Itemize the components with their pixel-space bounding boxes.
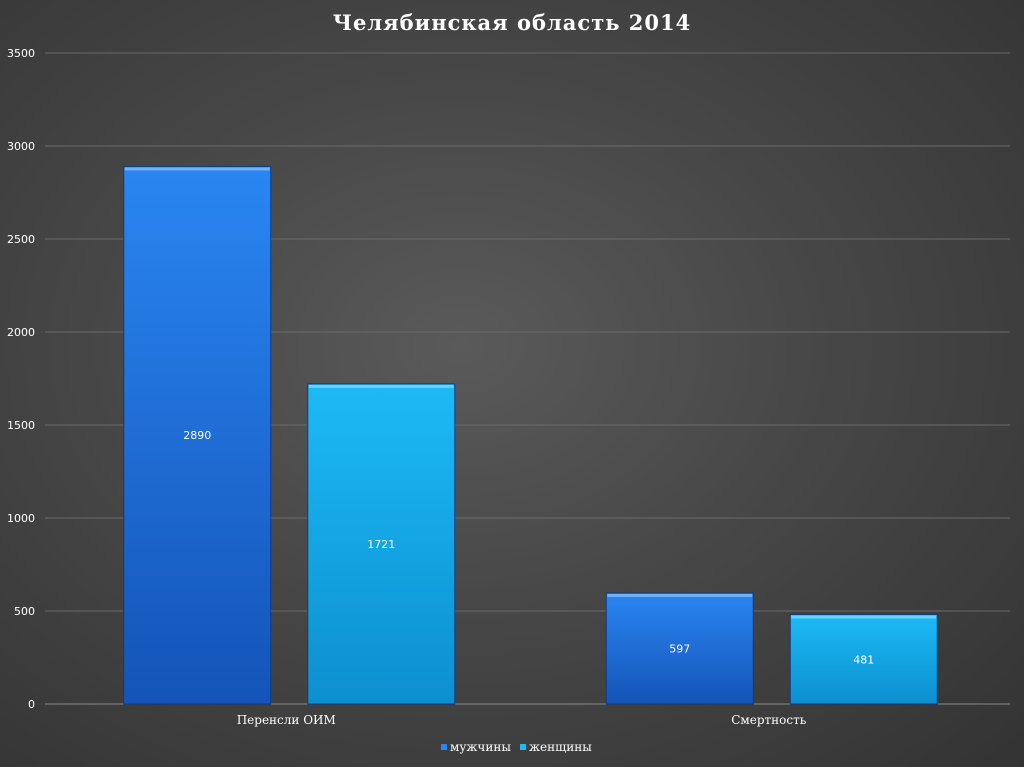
legend-label: женщины (529, 740, 592, 754)
chart-title: Челябинская область 2014 (333, 10, 691, 35)
y-tick-label: 3000 (7, 140, 35, 153)
y-tick-label: 2500 (7, 233, 35, 246)
y-tick-label: 3500 (7, 47, 35, 60)
y-axis-ticks: 0 500 1000 1500 2000 2500 3000 3500 (7, 47, 35, 711)
data-label: 1721 (367, 538, 395, 551)
bar-men-1 (605, 592, 754, 705)
bar-men-0 (123, 165, 272, 705)
bar-highlight (308, 384, 454, 388)
legend-swatch (441, 744, 447, 750)
category-label: Смертность (731, 713, 807, 727)
data-labels: 2890 1721 597 481 (183, 429, 874, 666)
y-tick-label: 1000 (7, 512, 35, 525)
bar-women-1 (789, 614, 938, 705)
legend: мужчины женщины (441, 740, 592, 754)
bar-highlight (791, 615, 937, 619)
bar-women-0 (307, 383, 456, 705)
x-axis-categories: Перенсли ОИМ Смертность (237, 713, 807, 727)
data-label: 2890 (183, 429, 211, 442)
y-tick-label: 500 (14, 605, 35, 618)
legend-label: мужчины (450, 740, 511, 754)
y-tick-label: 1500 (7, 419, 35, 432)
data-label: 481 (853, 653, 874, 666)
bar-highlight (607, 593, 753, 597)
y-tick-label: 2000 (7, 326, 35, 339)
category-label: Перенсли ОИМ (237, 713, 336, 727)
data-label: 597 (669, 642, 690, 655)
bar-highlight (124, 167, 270, 171)
legend-swatch (520, 744, 526, 750)
bars (123, 165, 938, 705)
y-tick-label: 0 (28, 698, 35, 711)
